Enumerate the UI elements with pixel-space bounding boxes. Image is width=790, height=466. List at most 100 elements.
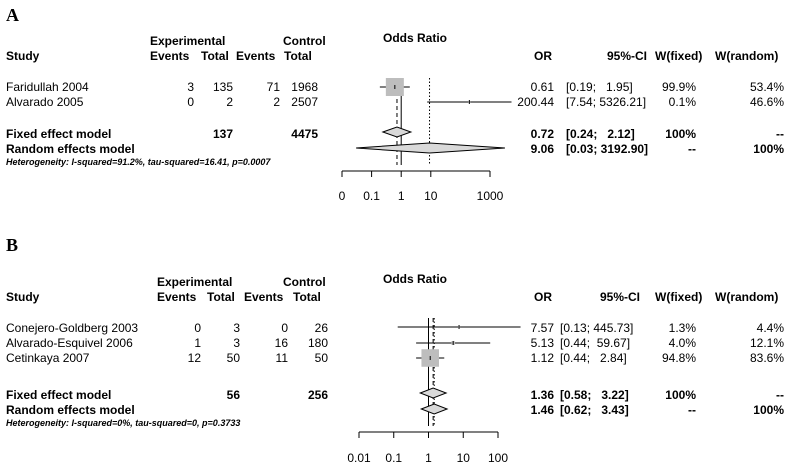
c-events: 0 [281, 321, 288, 335]
heterogeneity-note: Heterogeneity: I-squared=0%, tau-squared… [6, 418, 241, 428]
panel-label: A [6, 5, 19, 25]
random-wr: 100% [753, 403, 784, 417]
w-fixed-value: 1.3% [668, 321, 696, 335]
w-fixed-value: 0.1% [668, 95, 696, 109]
random-wf: -- [688, 403, 696, 417]
ci-value: [7.54; 5326.21] [566, 95, 647, 109]
ci-header: 95%-CI [600, 290, 641, 304]
c-total-header: Total [284, 49, 312, 63]
w-random-value: 12.1% [749, 336, 784, 350]
heterogeneity-note: Heterogeneity: I-squared=91.2%, tau-squa… [6, 157, 271, 167]
e-total-header: Total [201, 49, 229, 63]
ci-value: [0.44; 2.84] [560, 351, 627, 365]
random-or: 9.06 [530, 142, 554, 156]
x-tick-label: 10 [424, 189, 438, 203]
x-tick-label: 1000 [477, 189, 504, 203]
c-events: 71 [266, 80, 280, 94]
c-events-header: Events [236, 49, 276, 63]
study-name: Conejero-Goldberg 2003 [6, 321, 139, 335]
c-total-header: Total [293, 290, 321, 304]
c-total: 1968 [291, 80, 318, 94]
experimental-header: Experimental [157, 275, 233, 289]
fixed-wr: -- [776, 388, 784, 402]
w-fixed-header: W(fixed) [655, 290, 703, 304]
ci-value: [0.44; 59.67] [560, 336, 631, 350]
e-total: 2 [226, 95, 233, 109]
c-total: 2507 [291, 95, 318, 109]
w-random-header: W(random) [715, 290, 779, 304]
fixed-c-total: 256 [307, 388, 328, 402]
fixed-label: Fixed effect model [6, 127, 112, 141]
e-events: 0 [187, 95, 194, 109]
e-total-header: Total [207, 290, 235, 304]
c-events: 11 [275, 351, 288, 365]
x-tick-label: 0.1 [363, 189, 380, 203]
random-label: Random effects model [6, 142, 135, 156]
fixed-wf: 100% [665, 127, 696, 141]
study-header: Study [6, 290, 40, 304]
c-total: 180 [307, 336, 328, 350]
random-label: Random effects model [6, 403, 135, 417]
fixed-c-total: 4475 [291, 127, 318, 141]
w-fixed-value: 99.9% [661, 80, 696, 94]
ci-header: 95%-CI [607, 49, 648, 63]
w-random-value: 83.6% [749, 351, 784, 365]
fixed-label: Fixed effect model [6, 388, 112, 402]
fixed-or: 1.36 [530, 388, 554, 402]
or-value: 1.12 [530, 351, 554, 365]
fixed-ci: [0.24; 2.12] [566, 127, 635, 141]
fixed-wr: -- [776, 127, 784, 141]
c-events: 2 [273, 95, 280, 109]
e-events: 12 [187, 351, 201, 365]
fixed-effect-diamond [418, 387, 448, 399]
e-events-header: Events [150, 49, 190, 63]
experimental-header: Experimental [150, 34, 226, 48]
panel-label: B [6, 235, 19, 255]
ci-value: [0.13; 445.73] [560, 321, 634, 335]
study-name: Faridullah 2004 [6, 80, 89, 94]
x-tick-label: 100 [488, 451, 508, 465]
c-total: 26 [314, 321, 328, 335]
x-tick-label: 0 [339, 189, 346, 203]
e-total: 3 [233, 321, 240, 335]
e-events: 3 [187, 80, 194, 94]
c-events: 16 [274, 336, 288, 350]
or-value: 0.61 [530, 80, 554, 94]
or-value: 200.44 [517, 95, 554, 109]
x-tick-label: 1 [398, 189, 405, 203]
c-events-header: Events [244, 290, 284, 304]
fixed-e-total: 56 [226, 388, 240, 402]
fixed-ci: [0.58; 3.22] [560, 388, 629, 402]
random-or: 1.46 [530, 403, 554, 417]
e-events-header: Events [157, 290, 197, 304]
study-name: Alvarado 2005 [6, 95, 84, 109]
ci-value: [0.19; 1.95] [566, 80, 633, 94]
e-total: 3 [233, 336, 240, 350]
random-ci: [0.03; 3192.90] [566, 142, 649, 156]
plot-title: Odds Ratio [383, 31, 448, 45]
w-random-value: 4.4% [756, 321, 784, 335]
random-effects-diamond [356, 142, 505, 154]
study-name: Alvarado-Esquivel 2006 [6, 336, 133, 350]
control-header: Control [283, 275, 326, 289]
x-tick-label: 0.1 [385, 451, 402, 465]
or-header: OR [534, 49, 552, 63]
fixed-or: 0.72 [530, 127, 554, 141]
or-value: 7.57 [530, 321, 554, 335]
w-fixed-header: W(fixed) [655, 49, 703, 63]
x-tick-label: 10 [457, 451, 471, 465]
e-events: 1 [194, 336, 201, 350]
fixed-wf: 100% [665, 388, 696, 402]
plot-title: Odds Ratio [383, 272, 448, 286]
e-events: 0 [194, 321, 201, 335]
study-header: Study [6, 49, 40, 63]
w-fixed-value: 4.0% [668, 336, 696, 350]
e-total: 135 [212, 80, 233, 94]
control-header: Control [283, 34, 326, 48]
c-total: 50 [314, 351, 328, 365]
w-fixed-value: 94.8% [661, 351, 696, 365]
random-ci: [0.62; 3.43] [560, 403, 629, 417]
random-wf: -- [688, 142, 696, 156]
fixed-e-total: 137 [212, 127, 233, 141]
